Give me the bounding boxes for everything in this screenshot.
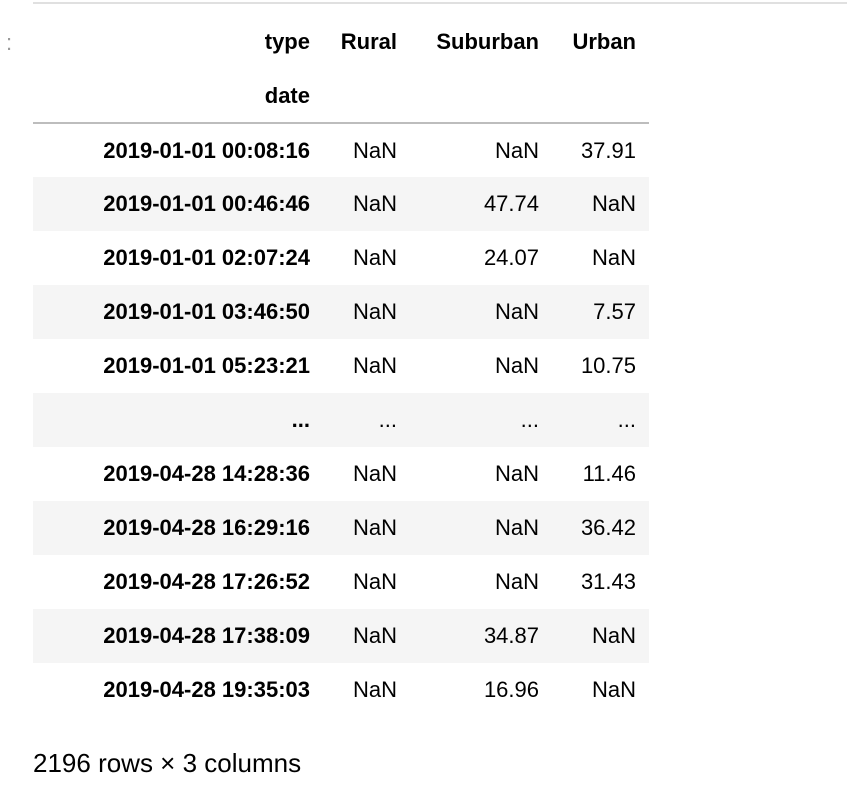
cell-urban: NaN bbox=[591, 191, 636, 216]
row-index: 2019-01-01 00:08:16 bbox=[103, 137, 310, 163]
table-row: 2019-04-28 16:29:16 NaN NaN 36.42 bbox=[33, 501, 649, 555]
table-row: 2019-01-01 05:23:21 NaN NaN 10.75 bbox=[33, 339, 649, 393]
row-index: 2019-01-01 03:46:50 bbox=[103, 299, 310, 324]
cell-urban: 11.46 bbox=[582, 461, 636, 486]
cell-rural: NaN bbox=[352, 461, 397, 486]
cell-urban: 36.42 bbox=[580, 515, 636, 540]
cell-rural: NaN bbox=[352, 137, 397, 163]
table-row-ellipsis: ... ... ... ... bbox=[33, 393, 649, 447]
cell-rural: NaN bbox=[352, 299, 397, 324]
output-prompt-marker: : bbox=[6, 30, 13, 55]
index-name-label: date bbox=[33, 69, 323, 124]
row-index: 2019-04-28 19:35:03 bbox=[103, 677, 310, 702]
row-index: 2019-04-28 17:26:52 bbox=[103, 569, 310, 594]
cell-suburban: 47.74 bbox=[483, 191, 539, 216]
cell-rural: NaN bbox=[352, 191, 397, 216]
cell-suburban: NaN bbox=[494, 299, 539, 324]
header-spacer bbox=[552, 69, 649, 124]
column-header-urban: Urban bbox=[572, 29, 636, 54]
row-index: 2019-01-01 02:07:24 bbox=[103, 245, 310, 270]
column-header-suburban: Suburban bbox=[436, 29, 539, 54]
cell-urban: NaN bbox=[591, 623, 636, 648]
row-index: 2019-01-01 00:46:46 bbox=[103, 191, 310, 216]
header-row-columns: type Rural Suburban Urban bbox=[33, 15, 649, 69]
columns-name-label: type bbox=[264, 29, 310, 54]
cell-suburban: NaN bbox=[494, 353, 539, 378]
cell-suburban: NaN bbox=[494, 515, 539, 540]
table-row: 2019-01-01 00:46:46 NaN 47.74 NaN bbox=[33, 177, 649, 231]
cell-urban: 37.91 bbox=[580, 137, 636, 163]
cell-suburban: 24.07 bbox=[483, 245, 539, 270]
cell-urban: NaN bbox=[591, 245, 636, 270]
cell-urban: ... bbox=[617, 407, 636, 432]
cell-rural: NaN bbox=[352, 245, 397, 270]
dataframe-table: type Rural Suburban Urban date 2019-01-0… bbox=[33, 15, 649, 717]
row-index: 2019-04-28 16:29:16 bbox=[103, 515, 310, 540]
row-index: ... bbox=[291, 407, 310, 432]
cell-rural: NaN bbox=[352, 623, 397, 648]
cell-urban: 10.75 bbox=[580, 353, 636, 378]
cell-urban: NaN bbox=[591, 677, 636, 702]
row-index: 2019-04-28 14:28:36 bbox=[103, 461, 310, 486]
header-row-index: date bbox=[33, 69, 649, 124]
header-spacer bbox=[410, 69, 552, 124]
table-row: 2019-04-28 17:38:09 NaN 34.87 NaN bbox=[33, 609, 649, 663]
cell-suburban: 34.87 bbox=[483, 623, 539, 648]
cell-rural: NaN bbox=[352, 569, 397, 594]
table-row: 2019-04-28 17:26:52 NaN NaN 31.43 bbox=[33, 555, 649, 609]
table-row: 2019-01-01 02:07:24 NaN 24.07 NaN bbox=[33, 231, 649, 285]
table-row: 2019-04-28 14:28:36 NaN NaN 11.46 bbox=[33, 447, 649, 501]
cell-rural: NaN bbox=[352, 515, 397, 540]
cell-suburban: NaN bbox=[494, 461, 539, 486]
table-row: 2019-01-01 00:08:16 NaN NaN 37.91 bbox=[33, 123, 649, 177]
cell-suburban: 16.96 bbox=[483, 677, 539, 702]
cell-urban: 7.57 bbox=[593, 299, 636, 324]
row-index: 2019-01-01 05:23:21 bbox=[103, 353, 310, 378]
table-row: 2019-01-01 03:46:50 NaN NaN 7.57 bbox=[33, 285, 649, 339]
cell-rural: NaN bbox=[352, 677, 397, 702]
cell-suburban: NaN bbox=[494, 569, 539, 594]
column-header-rural: Rural bbox=[340, 29, 397, 54]
dataframe-shape-note: 2196 rows × 3 columns bbox=[33, 748, 302, 778]
table-row: 2019-04-28 19:35:03 NaN 16.96 NaN bbox=[33, 663, 649, 717]
cell-rural: ... bbox=[378, 407, 397, 432]
cell-rural: NaN bbox=[352, 353, 397, 378]
output-top-border bbox=[33, 0, 847, 4]
cell-urban: 31.43 bbox=[580, 569, 636, 594]
row-index: 2019-04-28 17:38:09 bbox=[103, 623, 310, 648]
header-spacer bbox=[323, 69, 410, 124]
cell-suburban: NaN bbox=[494, 137, 539, 163]
cell-suburban: ... bbox=[520, 407, 539, 432]
